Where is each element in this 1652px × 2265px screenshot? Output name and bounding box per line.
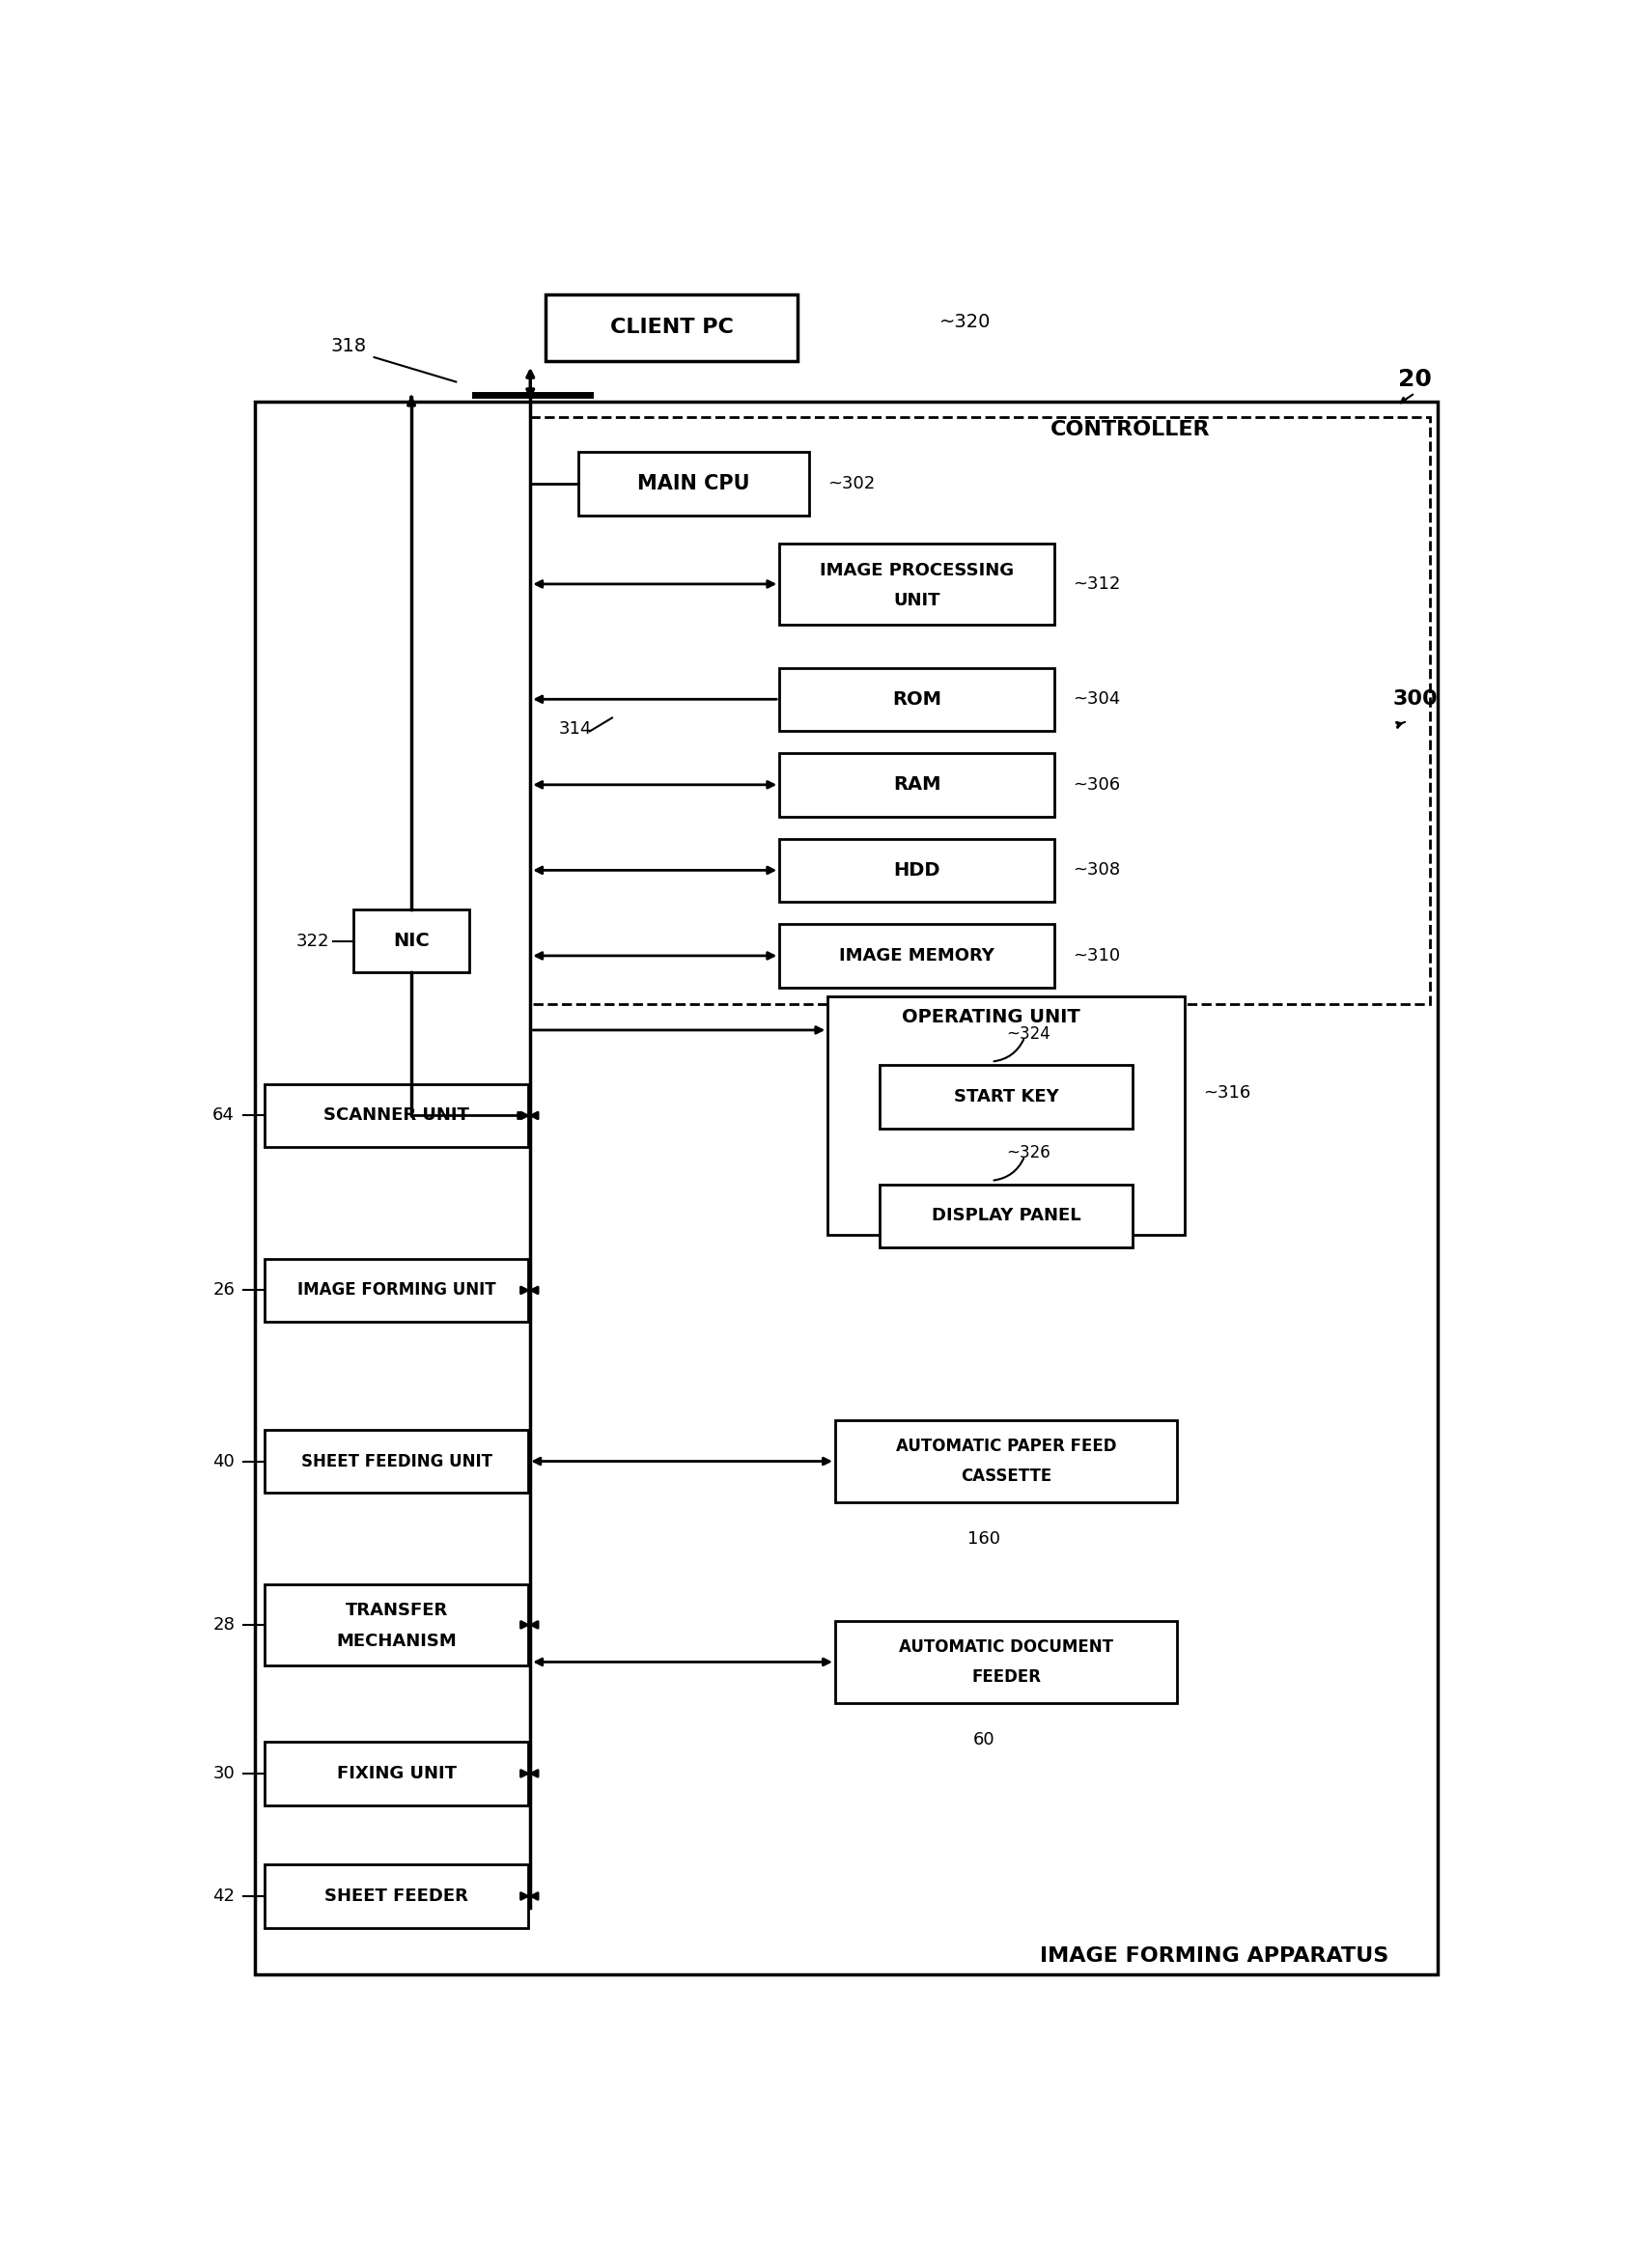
Text: ~302: ~302 xyxy=(828,476,876,492)
Text: DISPLAY PANEL: DISPLAY PANEL xyxy=(932,1207,1080,1225)
Text: 28: 28 xyxy=(213,1617,235,1633)
Text: ROM: ROM xyxy=(892,691,942,709)
Text: 40: 40 xyxy=(213,1452,235,1470)
Text: 60: 60 xyxy=(973,1730,995,1749)
Text: START KEY: START KEY xyxy=(953,1087,1059,1105)
Text: ~316: ~316 xyxy=(1203,1085,1251,1103)
Text: FIXING UNIT: FIXING UNIT xyxy=(337,1764,456,1783)
Text: 160: 160 xyxy=(968,1531,999,1547)
Text: HDD: HDD xyxy=(894,861,940,879)
Text: SHEET FEEDING UNIT: SHEET FEEDING UNIT xyxy=(301,1452,492,1470)
Text: CLIENT PC: CLIENT PC xyxy=(610,317,733,337)
Text: IMAGE FORMING APPARATUS: IMAGE FORMING APPARATUS xyxy=(1039,1946,1389,1966)
Text: SCANNER UNIT: SCANNER UNIT xyxy=(324,1108,469,1123)
Text: 300: 300 xyxy=(1393,689,1437,709)
Text: AUTOMATIC PAPER FEED: AUTOMATIC PAPER FEED xyxy=(895,1438,1117,1454)
Text: ~326: ~326 xyxy=(1006,1144,1051,1162)
Text: 322: 322 xyxy=(296,933,329,949)
Text: IMAGE PROCESSING: IMAGE PROCESSING xyxy=(819,562,1014,580)
Bar xyxy=(780,838,1054,901)
Bar xyxy=(578,453,809,514)
Text: 30: 30 xyxy=(213,1764,235,1783)
Text: 20: 20 xyxy=(1398,367,1432,392)
Bar xyxy=(780,754,1054,815)
Bar xyxy=(264,1085,529,1146)
Text: CONTROLLER: CONTROLLER xyxy=(1051,419,1211,439)
Text: 26: 26 xyxy=(213,1282,235,1298)
Bar xyxy=(264,1583,529,1665)
Bar xyxy=(828,997,1184,1234)
Text: ~310: ~310 xyxy=(1074,947,1120,965)
Text: AUTOMATIC DOCUMENT: AUTOMATIC DOCUMENT xyxy=(899,1638,1113,1656)
Bar xyxy=(780,924,1054,988)
Text: FEEDER: FEEDER xyxy=(971,1667,1041,1685)
Text: IMAGE FORMING UNIT: IMAGE FORMING UNIT xyxy=(297,1282,496,1298)
Bar xyxy=(530,417,1431,1003)
Text: ~306: ~306 xyxy=(1074,777,1120,793)
Text: OPERATING UNIT: OPERATING UNIT xyxy=(902,1008,1080,1026)
Text: CASSETTE: CASSETTE xyxy=(960,1468,1052,1486)
Text: SHEET FEEDER: SHEET FEEDER xyxy=(325,1887,469,1905)
Text: ~324: ~324 xyxy=(1006,1026,1051,1042)
Bar xyxy=(780,668,1054,732)
Bar xyxy=(836,1622,1178,1703)
Text: UNIT: UNIT xyxy=(894,591,940,609)
Text: MAIN CPU: MAIN CPU xyxy=(638,473,750,494)
Text: MECHANISM: MECHANISM xyxy=(337,1633,456,1649)
Bar xyxy=(780,544,1054,625)
Bar xyxy=(264,1429,529,1493)
Text: 42: 42 xyxy=(213,1887,235,1905)
Text: TRANSFER: TRANSFER xyxy=(345,1601,448,1619)
Text: 314: 314 xyxy=(558,720,591,738)
Bar xyxy=(836,1420,1178,1502)
Text: ~320: ~320 xyxy=(940,313,991,331)
Bar xyxy=(264,1259,529,1323)
Bar xyxy=(881,1185,1133,1248)
Text: 64: 64 xyxy=(213,1108,235,1123)
Bar xyxy=(264,1864,529,1928)
Bar xyxy=(264,1742,529,1805)
Bar xyxy=(545,294,798,360)
Text: RAM: RAM xyxy=(894,775,940,795)
Text: ~304: ~304 xyxy=(1074,691,1120,709)
Text: ~312: ~312 xyxy=(1074,575,1120,593)
Text: NIC: NIC xyxy=(393,931,430,949)
Bar xyxy=(881,1065,1133,1128)
Bar xyxy=(354,908,469,972)
Text: IMAGE MEMORY: IMAGE MEMORY xyxy=(839,947,995,965)
Text: ~308: ~308 xyxy=(1074,861,1120,879)
Text: 318: 318 xyxy=(330,337,367,356)
